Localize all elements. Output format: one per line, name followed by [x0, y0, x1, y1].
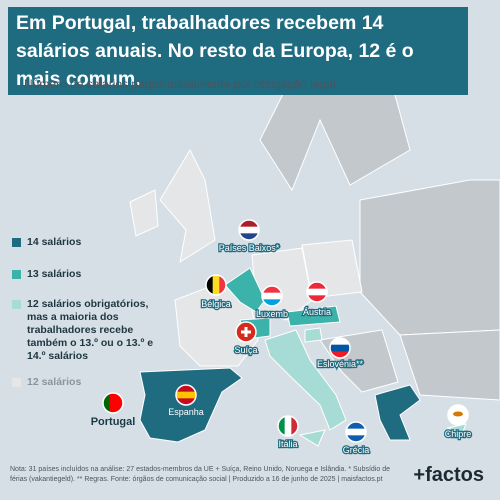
legend-item: 14 salários: [12, 236, 172, 249]
benelux: [224, 267, 266, 313]
legend-swatch: [12, 378, 21, 387]
flag: [278, 416, 298, 436]
country-label: Chipre: [445, 429, 472, 439]
flag-stripe: [330, 344, 350, 352]
note: Nota: 31 países incluídos na análise: 27…: [10, 466, 390, 483]
flag-stripe: [103, 393, 111, 413]
legend-item: 12 salários obrigatórios, mas a maioria …: [12, 298, 172, 363]
eastern-europe: [359, 179, 500, 336]
country-label: Eslovénia**: [317, 359, 364, 369]
slovenia: [304, 327, 323, 343]
country-label: Itália: [278, 439, 297, 449]
country-label: Suíça: [234, 345, 257, 355]
italy: [264, 329, 347, 431]
uk: [159, 148, 216, 264]
flag: [330, 338, 350, 358]
flag-stripe: [239, 233, 259, 240]
sicily: [298, 429, 326, 447]
flag-cross: [241, 330, 251, 334]
flag-border: [306, 281, 328, 303]
flag: [236, 322, 256, 342]
flag-border: [235, 321, 257, 343]
flag-stripe: [307, 295, 327, 302]
flag-stripe: [176, 391, 196, 399]
flag-stripe: [176, 398, 196, 405]
flags: [102, 219, 469, 443]
flag-stripe: [116, 393, 123, 413]
flag-stripe: [346, 428, 366, 436]
flag-border: [447, 404, 469, 426]
ireland: [129, 189, 159, 237]
flag-stripe: [307, 288, 327, 296]
flag-stripe: [239, 220, 259, 228]
country-label: Países Baixos*: [219, 243, 280, 253]
country-labels: Países Baixos* Bélgica Luxemb Áustria Suíça E…: [91, 242, 473, 457]
flag-stripe: [262, 292, 282, 300]
legend-label: 14 salários: [27, 236, 82, 248]
flag-stripe: [284, 416, 292, 436]
flag-stripe: [219, 275, 226, 295]
flag-border: [261, 285, 283, 307]
country-label: Bélgica: [201, 299, 231, 309]
flag: [262, 286, 282, 306]
land-12: [129, 148, 363, 367]
legend-item: 12 salários: [12, 376, 172, 389]
flag-border: [277, 415, 299, 437]
legend-swatch: [12, 300, 21, 309]
flag: [103, 393, 123, 413]
flag-border: [175, 384, 197, 406]
flag-border: [205, 274, 227, 296]
flag-stripe: [262, 286, 282, 294]
legend-label: 12 salários: [27, 376, 82, 388]
flag-stripe: [330, 351, 350, 358]
flag-stripe: [346, 435, 366, 442]
iberia: [139, 367, 243, 443]
country-label: Espanha: [168, 407, 204, 417]
country-label: Grécia: [343, 445, 370, 455]
flag-border: [345, 421, 367, 443]
legend-swatch: [12, 238, 21, 247]
legend-swatch: [12, 270, 21, 279]
country-label: Áustria: [303, 307, 331, 317]
turkey: [399, 329, 500, 401]
flag-stripe: [278, 416, 286, 436]
country-label: Portugal: [91, 416, 136, 428]
flag-stripe: [109, 393, 117, 413]
title: Em Portugal, trabalhadores recebem 14 sa…: [8, 7, 468, 95]
flag-island: [453, 411, 463, 417]
subtitle: Número de salários pagos anualmente por …: [14, 77, 336, 91]
legend-label: 12 salários obrigatórios, mas a maioria …: [27, 298, 154, 362]
flag-stripe: [307, 282, 327, 290]
flag-stripe: [212, 275, 220, 295]
flag-border: [329, 337, 351, 359]
logo: +factos: [413, 464, 484, 486]
flag-border: [238, 219, 260, 241]
country-label: Luxemb: [256, 309, 288, 319]
flag: [239, 220, 259, 240]
austria: [286, 305, 341, 327]
flag: [448, 405, 468, 425]
flag-stripe: [239, 226, 259, 234]
cyprus: [446, 423, 467, 435]
flag-stripe: [291, 416, 298, 436]
flag: [307, 282, 327, 302]
flag-stripe: [176, 385, 196, 393]
flag: [176, 385, 196, 405]
flag-stripe: [206, 275, 214, 295]
flag: [206, 275, 226, 295]
flag-border: [102, 392, 124, 414]
flag-stripe: [262, 299, 282, 306]
legend-label: 13 salários: [27, 268, 82, 280]
greece: [374, 384, 421, 441]
legend-item: 13 salários: [12, 268, 172, 281]
flag: [346, 422, 366, 442]
flag-stripe: [330, 338, 350, 346]
flag-stripe: [346, 422, 366, 430]
